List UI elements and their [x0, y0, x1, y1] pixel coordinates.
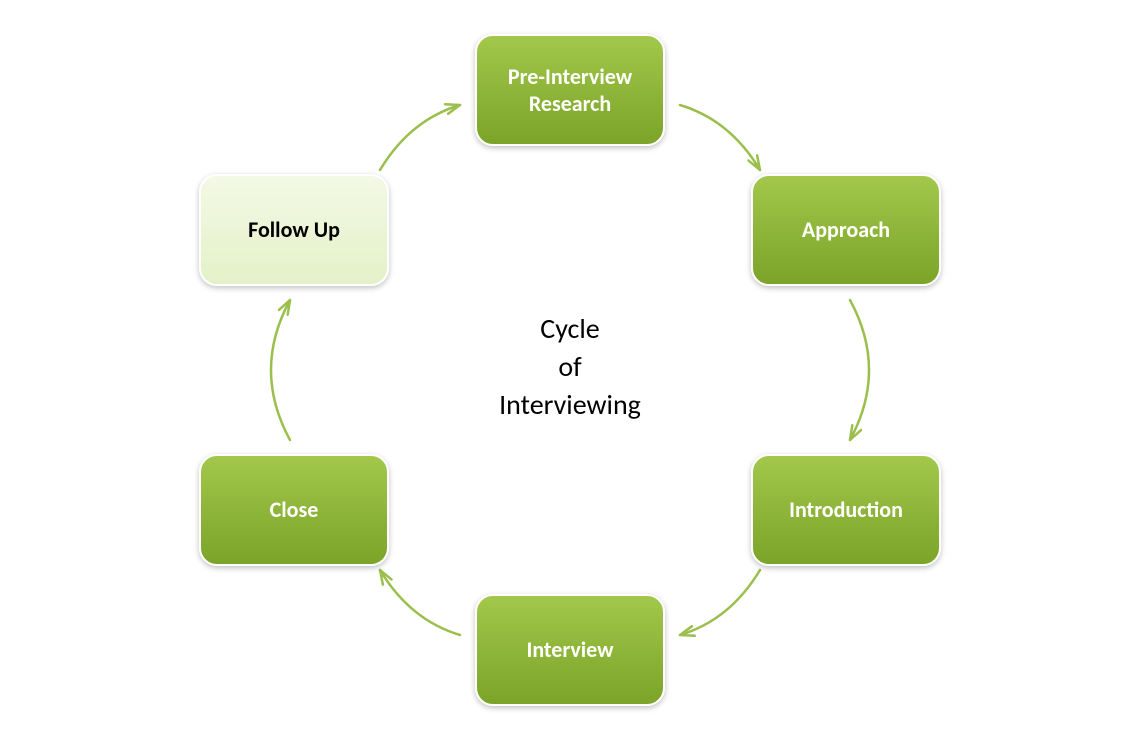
node-pre-interview-research: Pre-Interview Research	[475, 34, 665, 146]
cycle-diagram: Cycle of Interviewing Pre-Interview Rese…	[0, 0, 1140, 739]
node-approach: Approach	[751, 174, 941, 286]
node-close: Close	[199, 454, 389, 566]
node-introduction: Introduction	[751, 454, 941, 566]
node-follow-up: Follow Up	[199, 174, 389, 286]
node-interview: Interview	[475, 594, 665, 706]
center-title: Cycle of Interviewing	[420, 310, 720, 423]
